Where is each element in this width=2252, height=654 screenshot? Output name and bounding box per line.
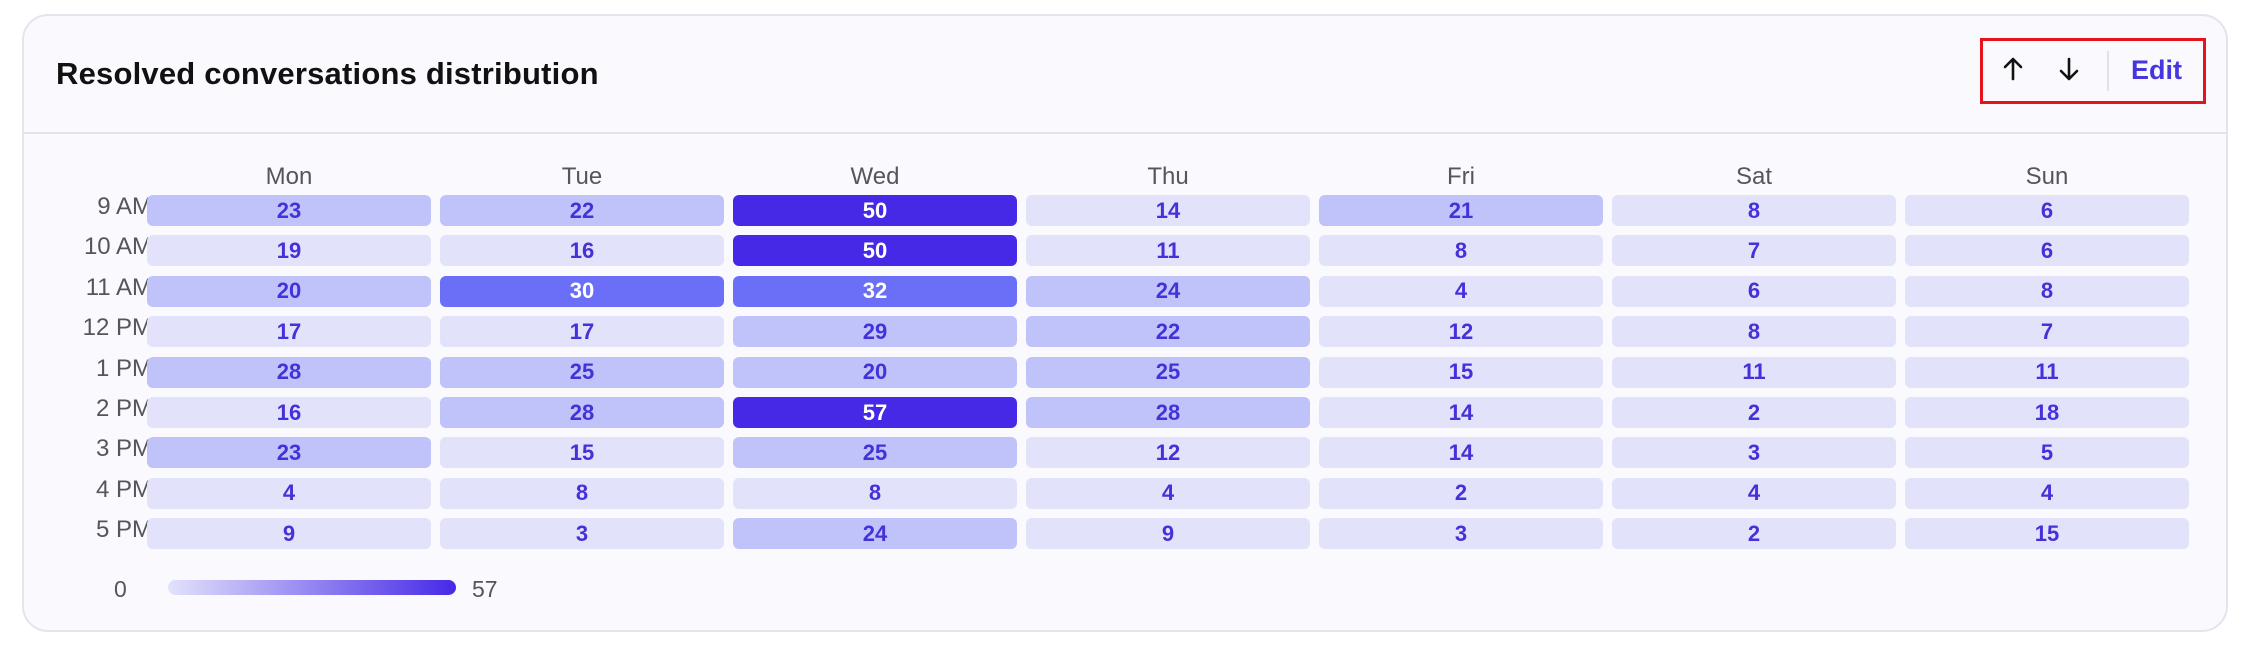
heatmap-cell[interactable]: 28 bbox=[1026, 397, 1310, 428]
legend-max-label: 57 bbox=[472, 576, 498, 602]
heatmap-cell[interactable]: 8 bbox=[1612, 316, 1896, 348]
heatmap-cell[interactable]: 3 bbox=[440, 518, 724, 550]
heatmap-cell[interactable]: 2 bbox=[1612, 518, 1896, 550]
actions-divider bbox=[2107, 51, 2109, 91]
hour-label: 2 PM bbox=[95, 395, 152, 422]
heatmap-cell[interactable]: 30 bbox=[440, 275, 724, 307]
heatmap-cell[interactable]: 8 bbox=[1905, 275, 2189, 307]
heatmap-cell[interactable]: 23 bbox=[147, 195, 431, 226]
heatmap-cell[interactable]: 11 bbox=[1905, 356, 2189, 388]
day-label-sat: Sat bbox=[1735, 163, 1773, 190]
heatmap-cell[interactable]: 6 bbox=[1905, 195, 2189, 226]
heatmap-cell[interactable]: 7 bbox=[1905, 316, 2189, 348]
heatmap-cell[interactable]: 17 bbox=[440, 316, 724, 348]
heatmap-cell[interactable]: 8 bbox=[733, 477, 1017, 509]
report-card: Resolved conversations distribution Edit bbox=[22, 14, 2228, 632]
arrow-down-icon bbox=[2055, 55, 2083, 88]
heatmap-cell[interactable]: 15 bbox=[1905, 518, 2189, 550]
heatmap-cell[interactable]: 14 bbox=[1026, 195, 1310, 226]
heatmap-cell[interactable]: 24 bbox=[1026, 275, 1310, 307]
hour-label: 12 PM bbox=[82, 314, 152, 342]
legend-gradient-bar bbox=[168, 580, 456, 595]
edit-button[interactable]: Edit bbox=[2131, 55, 2182, 85]
heatmap-cell[interactable]: 11 bbox=[1026, 235, 1310, 267]
heatmap-cell[interactable]: 8 bbox=[440, 477, 724, 509]
heatmap-cell[interactable]: 21 bbox=[1319, 195, 1603, 226]
heatmap-cell[interactable]: 9 bbox=[147, 518, 431, 550]
heatmap-cell[interactable]: 20 bbox=[733, 356, 1017, 388]
heatmap-cell[interactable]: 3 bbox=[1612, 437, 1896, 469]
heatmap-cell[interactable]: 24 bbox=[733, 518, 1017, 550]
day-label-tue: Tue bbox=[561, 163, 603, 190]
heatmap-cell[interactable]: 22 bbox=[440, 195, 724, 226]
day-label-fri: Fri bbox=[1447, 163, 1475, 190]
day-label-mon: Mon bbox=[265, 163, 313, 190]
hour-label: 11 AM bbox=[85, 273, 152, 301]
heatmap-cell[interactable]: 6 bbox=[1612, 275, 1896, 307]
heatmap-cell[interactable]: 16 bbox=[147, 397, 431, 428]
heatmap-cell[interactable]: 9 bbox=[1026, 518, 1310, 550]
heatmap-cell[interactable]: 14 bbox=[1319, 397, 1603, 428]
heatmap-cell[interactable]: 2 bbox=[1319, 477, 1603, 509]
day-label-wed: Wed bbox=[850, 163, 900, 190]
heatmap-cell[interactable]: 12 bbox=[1026, 437, 1310, 469]
card-header: Resolved conversations distribution Edit bbox=[24, 16, 2226, 134]
heatmap-cell[interactable]: 25 bbox=[440, 356, 724, 388]
hour-label: 1 PM bbox=[95, 354, 152, 382]
heatmap-cell[interactable]: 50 bbox=[733, 195, 1017, 226]
day-label-thu: Thu bbox=[1147, 163, 1189, 190]
heatmap-cell[interactable]: 5 bbox=[1905, 437, 2189, 469]
heatmap-cell[interactable]: 18 bbox=[1905, 397, 2189, 428]
heatmap-cell[interactable]: 4 bbox=[147, 477, 431, 509]
heatmap-cell[interactable]: 11 bbox=[1612, 356, 1896, 388]
move-down-button[interactable] bbox=[2049, 51, 2089, 91]
heatmap-cell[interactable]: 22 bbox=[1026, 316, 1310, 348]
heatmap-cell[interactable]: 16 bbox=[440, 235, 724, 267]
heatmap-cell[interactable]: 12 bbox=[1319, 316, 1603, 348]
heatmap-cell[interactable]: 20 bbox=[147, 275, 431, 307]
day-label-sun: Sun bbox=[2025, 163, 2069, 190]
move-up-button[interactable] bbox=[1993, 51, 2033, 91]
heatmap-cell[interactable]: 57 bbox=[733, 397, 1017, 428]
heatmap-cell[interactable]: 3 bbox=[1319, 518, 1603, 550]
heatmap-cell[interactable]: 8 bbox=[1319, 235, 1603, 267]
legend-min-label: 0 bbox=[114, 576, 127, 602]
heatmap-cell[interactable]: 14 bbox=[1319, 437, 1603, 469]
heatmap-cell[interactable]: 25 bbox=[1026, 356, 1310, 388]
heatmap-cell[interactable]: 29 bbox=[733, 316, 1017, 348]
heatmap-cell[interactable]: 23 bbox=[147, 437, 431, 469]
heatmap-cell[interactable]: 50 bbox=[733, 235, 1017, 267]
hour-label: 4 PM bbox=[95, 475, 152, 503]
heatmap-cell[interactable]: 19 bbox=[147, 235, 431, 267]
heatmap-cell[interactable]: 32 bbox=[733, 275, 1017, 307]
heatmap-cell[interactable]: 15 bbox=[440, 437, 724, 469]
hour-label: 5 PM bbox=[95, 516, 152, 544]
heatmap-cell[interactable]: 15 bbox=[1319, 356, 1603, 388]
hour-label: 9 AM bbox=[97, 193, 152, 220]
card-title: Resolved conversations distribution bbox=[56, 56, 599, 91]
heatmap-cell[interactable]: 6 bbox=[1905, 235, 2189, 267]
heatmap-cell[interactable]: 2 bbox=[1612, 397, 1896, 428]
heatmap-cell[interactable]: 4 bbox=[1026, 477, 1310, 509]
hour-label: 10 AM bbox=[83, 233, 152, 261]
heatmap-cell[interactable]: 25 bbox=[733, 437, 1017, 469]
heatmap-cell[interactable]: 28 bbox=[440, 397, 724, 428]
heatmap-cell[interactable]: 8 bbox=[1612, 195, 1896, 226]
heatmap-cell[interactable]: 4 bbox=[1612, 477, 1896, 509]
header-actions: Edit bbox=[1980, 38, 2206, 104]
heatmap-cell[interactable]: 28 bbox=[147, 356, 431, 388]
arrow-up-icon bbox=[1999, 55, 2027, 88]
heatmap-cell[interactable]: 17 bbox=[147, 316, 431, 348]
heatmap-cell[interactable]: 4 bbox=[1319, 275, 1603, 307]
hour-label: 3 PM bbox=[95, 435, 152, 463]
heatmap-cell[interactable]: 4 bbox=[1905, 477, 2189, 509]
heatmap-cell[interactable]: 7 bbox=[1612, 235, 1896, 267]
